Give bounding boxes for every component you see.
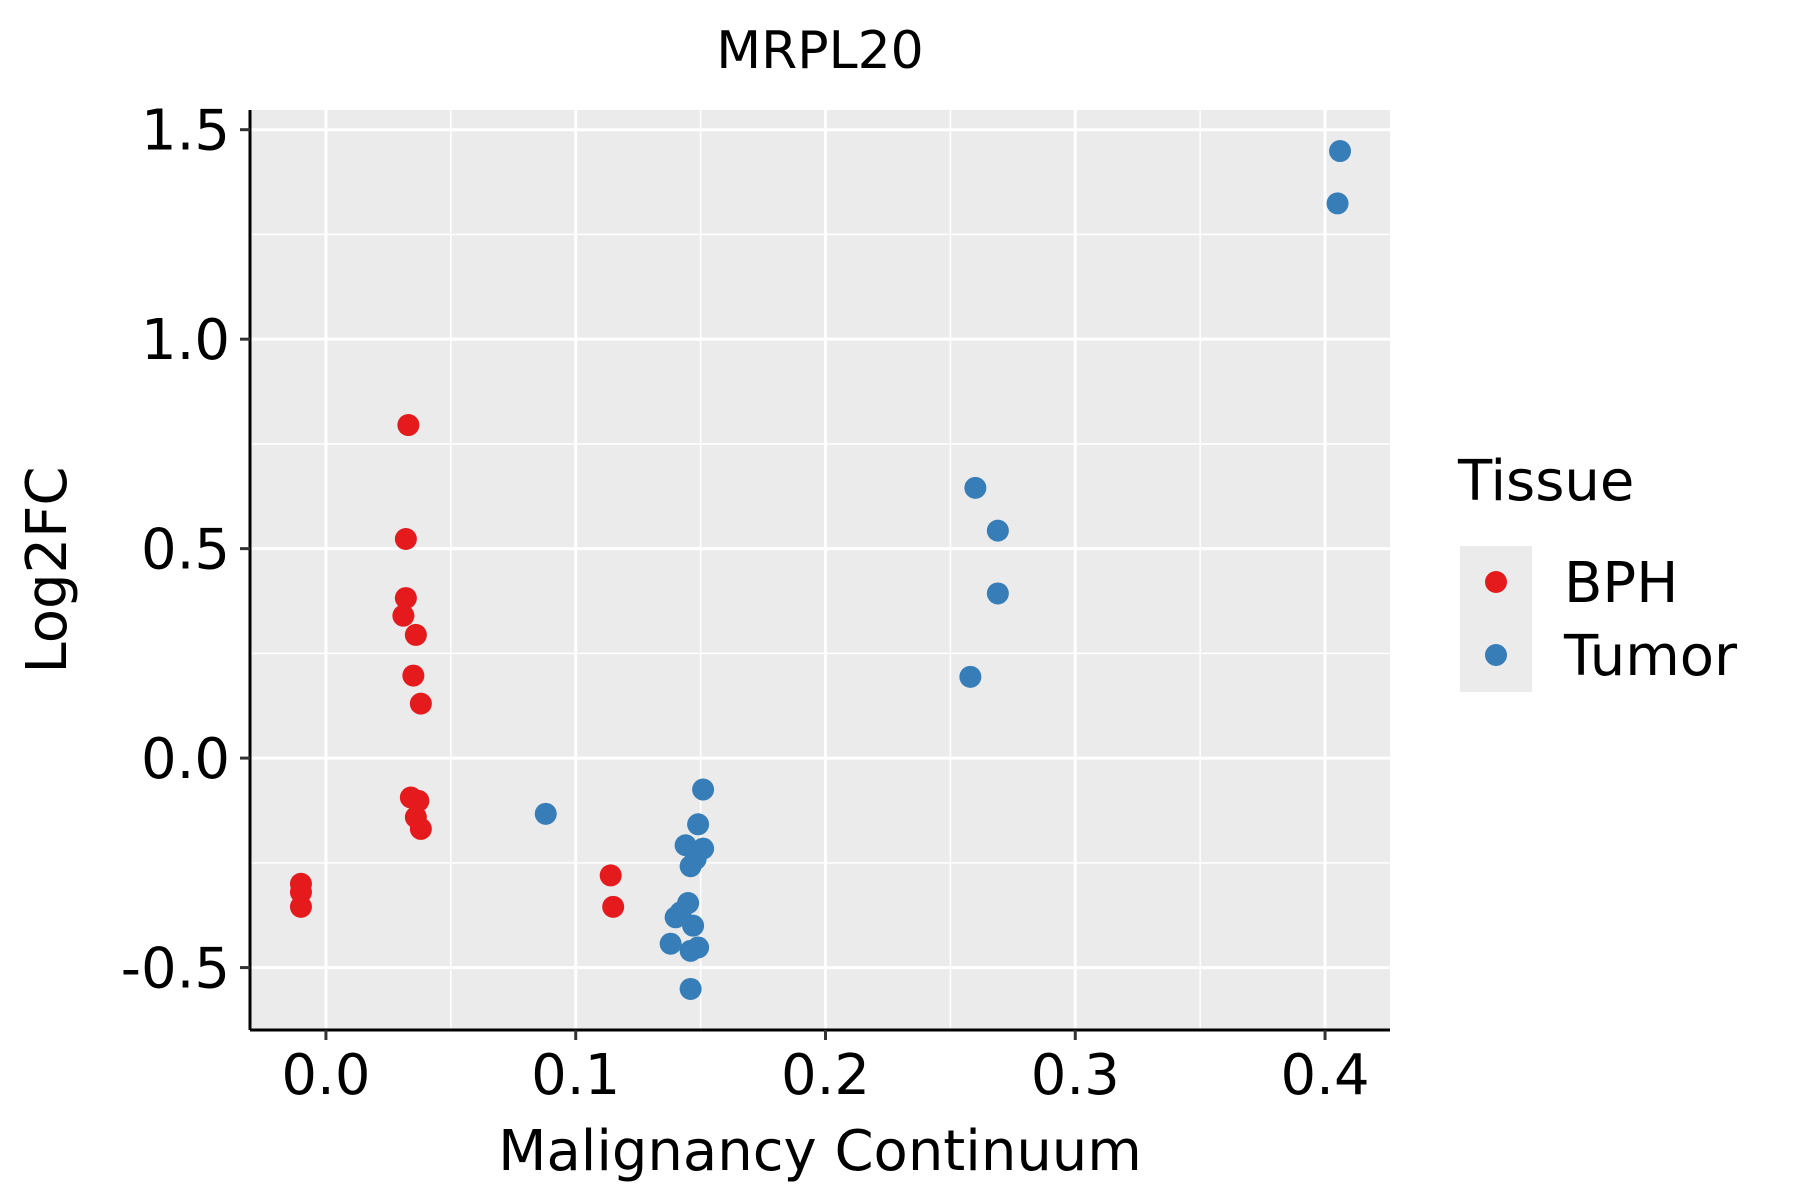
data-point-tumor xyxy=(986,582,1009,605)
data-point-tumor xyxy=(679,939,702,962)
data-point-bph xyxy=(392,604,415,627)
data-point-tumor xyxy=(664,906,687,929)
y-tick-label: 0.5 xyxy=(141,518,230,583)
y-axis-label: Log2FC xyxy=(15,467,80,674)
data-points xyxy=(289,140,1352,1000)
data-point-tumor xyxy=(986,519,1009,542)
y-tick-label: 0.0 xyxy=(141,727,230,792)
data-point-bph xyxy=(402,664,425,687)
ticks: 0.0 0.1 0.2 0.3 0.4 -0.5 0.0 0.5 1.0 1.5 xyxy=(121,99,1370,1108)
data-point-bph xyxy=(404,623,427,646)
data-point-bph xyxy=(599,864,622,887)
legend-key-bph xyxy=(1485,571,1507,593)
legend: Tissue BPH Tumor xyxy=(1457,449,1738,692)
data-point-tumor xyxy=(692,778,715,801)
data-point-tumor xyxy=(959,665,982,688)
data-point-bph xyxy=(602,895,625,918)
x-tick-label: 0.1 xyxy=(531,1043,620,1108)
data-point-tumor xyxy=(1326,192,1349,215)
legend-title: Tissue xyxy=(1457,449,1634,514)
data-point-bph xyxy=(397,414,420,437)
y-tick-label: 1.0 xyxy=(141,308,230,373)
legend-key-tumor xyxy=(1485,644,1507,666)
data-point-tumor xyxy=(1329,140,1352,163)
data-point-tumor xyxy=(964,476,987,499)
data-point-bph xyxy=(409,817,432,840)
data-point-tumor xyxy=(534,802,557,825)
legend-label-tumor: Tumor xyxy=(1563,624,1738,689)
data-point-bph xyxy=(394,527,417,550)
legend-label-bph: BPH xyxy=(1564,551,1678,616)
grid xyxy=(250,110,1390,1030)
data-point-tumor xyxy=(682,914,705,937)
data-point-bph xyxy=(409,692,432,715)
y-tick-label: -0.5 xyxy=(121,937,230,1002)
x-axis-label: Malignancy Continuum xyxy=(498,1119,1142,1184)
data-point-tumor xyxy=(679,977,702,1000)
data-point-tumor xyxy=(679,855,702,878)
data-point-tumor xyxy=(659,932,682,955)
chart-title: MRPL20 xyxy=(716,21,924,81)
x-tick-label: 0.3 xyxy=(1031,1043,1120,1108)
legend-key-background xyxy=(1460,546,1532,692)
data-point-bph xyxy=(407,789,430,812)
data-point-bph xyxy=(394,587,417,610)
y-tick-label: 1.5 xyxy=(141,99,230,164)
data-point-tumor xyxy=(687,813,710,836)
x-tick-label: 0.0 xyxy=(281,1043,370,1108)
panel-background xyxy=(250,110,1390,1030)
x-tick-label: 0.2 xyxy=(781,1043,870,1108)
data-point-bph xyxy=(289,895,312,918)
x-tick-label: 0.4 xyxy=(1281,1043,1370,1108)
